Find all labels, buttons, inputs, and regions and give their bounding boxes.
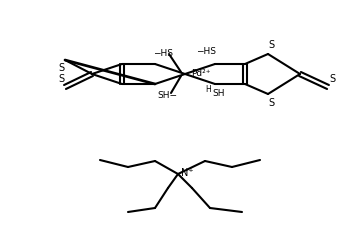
Text: S: S — [58, 74, 64, 84]
Text: N⁺: N⁺ — [181, 168, 194, 178]
Text: Pd²⁺: Pd²⁺ — [191, 70, 210, 78]
Text: S: S — [58, 63, 64, 73]
Text: S: S — [268, 40, 274, 50]
Text: S: S — [329, 74, 335, 84]
Text: −HS: −HS — [196, 46, 216, 56]
Text: −HS: −HS — [153, 48, 173, 58]
Text: SH: SH — [212, 88, 224, 98]
Text: H: H — [205, 86, 211, 94]
Text: SH−: SH− — [157, 90, 177, 100]
Text: S: S — [268, 98, 274, 108]
